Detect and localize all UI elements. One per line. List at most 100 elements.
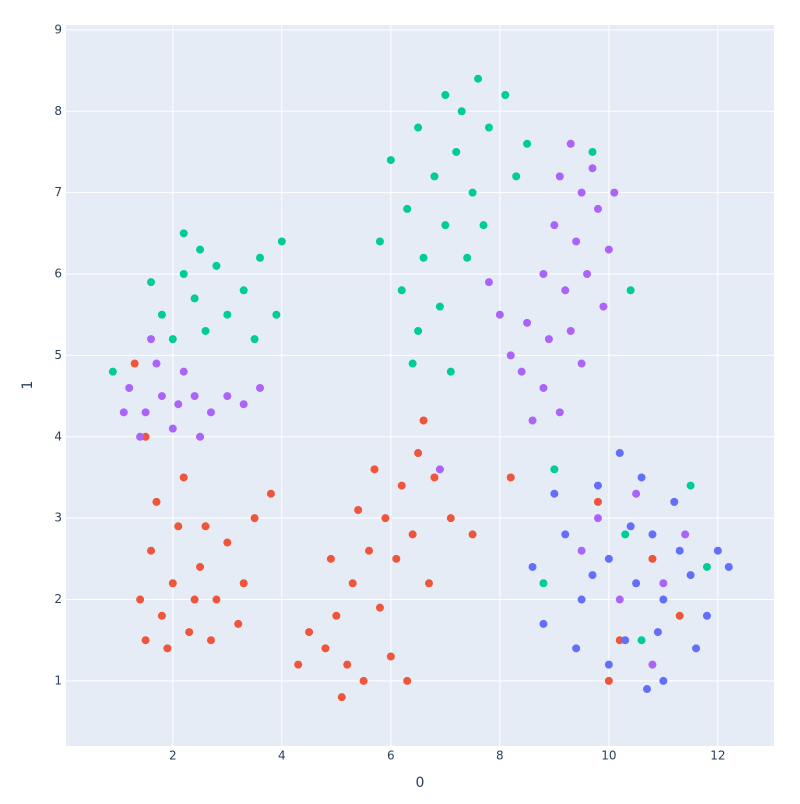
- point: [152, 359, 161, 368]
- point: [130, 359, 139, 368]
- point: [223, 310, 232, 319]
- point: [157, 392, 166, 401]
- point: [506, 473, 515, 482]
- point: [147, 278, 156, 287]
- point: [392, 554, 401, 563]
- point: [588, 164, 597, 173]
- point: [653, 628, 662, 637]
- plot-area: [66, 25, 774, 746]
- point: [381, 514, 390, 523]
- point: [632, 579, 641, 588]
- point: [206, 408, 215, 417]
- point: [692, 644, 701, 653]
- point: [157, 611, 166, 620]
- point: [163, 644, 172, 653]
- point: [539, 579, 548, 588]
- point: [523, 318, 532, 327]
- point: [637, 473, 646, 482]
- point: [141, 636, 150, 645]
- point: [147, 546, 156, 555]
- point: [435, 302, 444, 311]
- point: [294, 660, 303, 669]
- point: [446, 367, 455, 376]
- point: [539, 383, 548, 392]
- point: [637, 636, 646, 645]
- point: [577, 359, 586, 368]
- point: [484, 278, 493, 287]
- point: [572, 644, 581, 653]
- point: [179, 473, 188, 482]
- point: [141, 408, 150, 417]
- point: [408, 530, 417, 539]
- point: [506, 351, 515, 360]
- point: [604, 676, 613, 685]
- point: [670, 497, 679, 506]
- point: [648, 554, 657, 563]
- point: [528, 416, 537, 425]
- point: [675, 611, 684, 620]
- point: [724, 562, 733, 571]
- point: [419, 253, 428, 262]
- point: [588, 571, 597, 580]
- point: [566, 326, 575, 335]
- point: [147, 335, 156, 344]
- point: [168, 424, 177, 433]
- point: [408, 359, 417, 368]
- point: [370, 465, 379, 474]
- point: [212, 595, 221, 604]
- point: [359, 676, 368, 685]
- point: [659, 676, 668, 685]
- point: [168, 335, 177, 344]
- point: [119, 408, 128, 417]
- point: [659, 595, 668, 604]
- point: [626, 286, 635, 295]
- point: [659, 579, 668, 588]
- point: [348, 579, 357, 588]
- point: [332, 611, 341, 620]
- point: [430, 473, 439, 482]
- point: [686, 571, 695, 580]
- point: [179, 229, 188, 238]
- point: [321, 644, 330, 653]
- x-tick-label: 12: [710, 749, 725, 763]
- point: [223, 392, 232, 401]
- y-tick-label: 6: [54, 267, 62, 281]
- point: [528, 562, 537, 571]
- point: [239, 286, 248, 295]
- point: [430, 172, 439, 181]
- point: [256, 383, 265, 392]
- point: [152, 497, 161, 506]
- point: [599, 302, 608, 311]
- point: [108, 367, 117, 376]
- point: [375, 603, 384, 612]
- point: [201, 522, 210, 531]
- point: [555, 408, 564, 417]
- point: [681, 530, 690, 539]
- point: [196, 432, 205, 441]
- point: [386, 652, 395, 661]
- point: [626, 522, 635, 531]
- point: [604, 554, 613, 563]
- point: [610, 188, 619, 197]
- point: [523, 139, 532, 148]
- point: [403, 676, 412, 685]
- y-tick-label: 3: [54, 511, 62, 525]
- point: [539, 270, 548, 279]
- point: [239, 400, 248, 409]
- x-tick-label: 4: [278, 749, 286, 763]
- point: [621, 530, 630, 539]
- point: [593, 204, 602, 213]
- y-tick-label: 9: [54, 22, 62, 36]
- point: [561, 530, 570, 539]
- point: [561, 286, 570, 295]
- point: [223, 538, 232, 547]
- point: [435, 465, 444, 474]
- point: [179, 367, 188, 376]
- point: [539, 619, 548, 628]
- point: [643, 685, 652, 694]
- point: [375, 237, 384, 246]
- point: [441, 221, 450, 230]
- point: [479, 221, 488, 230]
- point: [196, 245, 205, 254]
- point: [206, 636, 215, 645]
